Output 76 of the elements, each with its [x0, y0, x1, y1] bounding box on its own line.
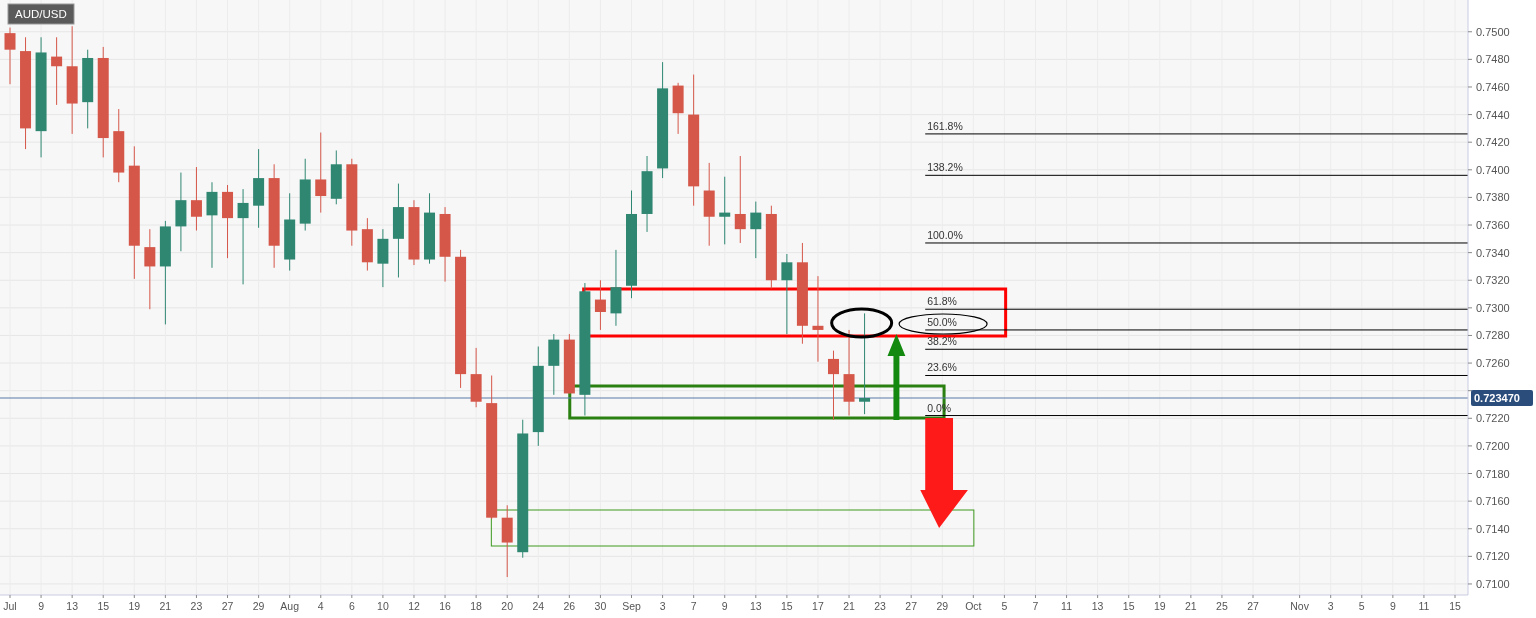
x-tick-label: 17 [812, 600, 824, 612]
x-tick-label: 27 [1247, 600, 1260, 612]
x-tick-label: 15 [781, 600, 793, 612]
x-tick-label: 6 [348, 600, 355, 612]
x-tick-label: 25 [1216, 600, 1228, 612]
x-tick-label: 11 [1418, 600, 1430, 612]
x-tick-label: 18 [470, 600, 483, 612]
y-tick-label: 0.7300 [1476, 301, 1510, 314]
x-tick-label: 3 [659, 600, 666, 612]
y-tick-label: 0.7340 [1476, 246, 1510, 259]
x-tick-label: Oct [965, 600, 982, 612]
x-tick-label: 13 [749, 600, 762, 612]
x-tick-label: 9 [38, 600, 45, 612]
x-tick-label: 9 [1389, 600, 1396, 612]
y-tick-label: 0.7420 [1476, 136, 1510, 149]
y-tick-label: 0.7180 [1476, 467, 1510, 480]
annotation: 100.0% [927, 228, 963, 241]
x-tick-label: 20 [501, 600, 514, 612]
x-tick-label: 7 [1032, 600, 1039, 612]
y-tick-label: 0.7380 [1476, 191, 1510, 204]
x-tick-label: 3 [1327, 600, 1334, 612]
annotation: 138.2% [927, 161, 963, 174]
x-tick-label: 19 [128, 600, 141, 612]
y-tick-label: 0.7120 [1476, 550, 1510, 563]
annotation: 161.8% [927, 119, 963, 132]
x-tick-label: 24 [532, 600, 545, 612]
x-tick-label: 15 [1122, 600, 1135, 612]
x-tick-label: 15 [97, 600, 110, 612]
x-tick-label: 27 [905, 600, 918, 612]
annotation: 50.0% [927, 315, 957, 328]
x-tick-label: 4 [317, 600, 324, 612]
y-tick-label: 0.7160 [1476, 495, 1510, 508]
x-tick-label: Sep [622, 600, 641, 612]
x-tick-label: 5 [1358, 600, 1365, 612]
x-tick-label: 21 [159, 600, 172, 612]
x-tick-label: 30 [594, 600, 607, 612]
x-tick-label: 19 [1153, 600, 1166, 612]
x-tick-label: 13 [66, 600, 79, 612]
x-tick-label: 23 [874, 600, 887, 612]
y-tick-label: 0.7400 [1476, 163, 1510, 176]
x-tick-label: Nov [1290, 600, 1310, 612]
text: AUD/USD [15, 8, 67, 20]
x-tick-label: 27 [221, 600, 234, 612]
y-tick-label: 0.7280 [1476, 329, 1510, 342]
x-tick-label: 15 [1449, 600, 1461, 612]
y-tick-label: 0.7480 [1476, 53, 1510, 66]
y-tick-label: 0.7320 [1476, 274, 1510, 287]
x-tick-label: 29 [252, 600, 265, 612]
y-tick-label: 0.7260 [1476, 357, 1510, 370]
x-tick-label: 16 [439, 600, 452, 612]
x-tick-label: 23 [190, 600, 203, 612]
y-tick-label: 0.7460 [1476, 80, 1510, 93]
annotation: 61.8% [927, 295, 957, 308]
x-tick-label: 7 [690, 600, 697, 612]
x-tick-label: 12 [408, 600, 420, 612]
x-tick-label: 26 [563, 600, 576, 612]
x-tick-label: 10 [377, 600, 389, 612]
ref-line-label: 0.723470 [1474, 392, 1520, 404]
y-tick-label: 0.7200 [1476, 439, 1510, 452]
x-tick-label: 21 [1185, 600, 1197, 612]
y-tick-label: 0.7440 [1476, 108, 1510, 121]
x-tick-label: 21 [843, 600, 856, 612]
x-tick-label: 13 [1091, 600, 1104, 612]
annotation: 23.6% [927, 361, 957, 374]
x-tick-label: Aug [280, 600, 300, 612]
y-tick-label: 0.7100 [1476, 577, 1510, 590]
x-tick-label: 11 [1061, 600, 1073, 612]
x-tick-label: Jul [3, 600, 17, 612]
y-tick-label: 0.7360 [1476, 219, 1510, 232]
y-tick-label: 0.7220 [1476, 412, 1510, 425]
x-tick-label: 9 [721, 600, 728, 612]
y-tick-label: 0.7500 [1476, 25, 1510, 38]
y-tick-label: 0.7140 [1476, 522, 1510, 535]
x-tick-label: 29 [936, 600, 949, 612]
annotation: 38.2% [927, 335, 957, 348]
x-tick-label: 5 [1001, 600, 1008, 612]
